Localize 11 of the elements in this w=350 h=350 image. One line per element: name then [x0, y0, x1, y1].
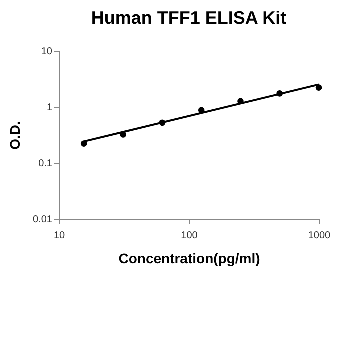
y-tick-label: 10 — [41, 46, 53, 58]
y-axis-title: O.D. — [7, 121, 24, 150]
y-tick-label: 0.01 — [33, 214, 53, 226]
x-tick-label: 1000 — [308, 230, 332, 242]
y-tick-label: 0.1 — [38, 158, 53, 170]
x-tick-label: 10 — [54, 230, 66, 242]
point — [316, 84, 322, 91]
x-axis-title: Concentration(pg/ml) — [118, 250, 260, 266]
x-tick-label: 100 — [181, 230, 198, 242]
chart-title: Human TFF1 ELISA Kit — [91, 8, 287, 28]
y-tick-label: 1 — [46, 102, 53, 114]
